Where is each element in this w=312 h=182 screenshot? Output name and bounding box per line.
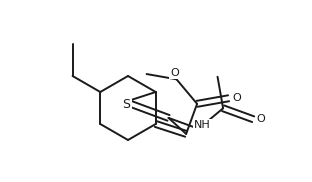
Text: O: O	[232, 93, 241, 103]
Text: NH: NH	[194, 120, 211, 130]
Text: O: O	[170, 68, 179, 78]
Text: O: O	[257, 114, 266, 124]
Text: S: S	[122, 98, 130, 111]
